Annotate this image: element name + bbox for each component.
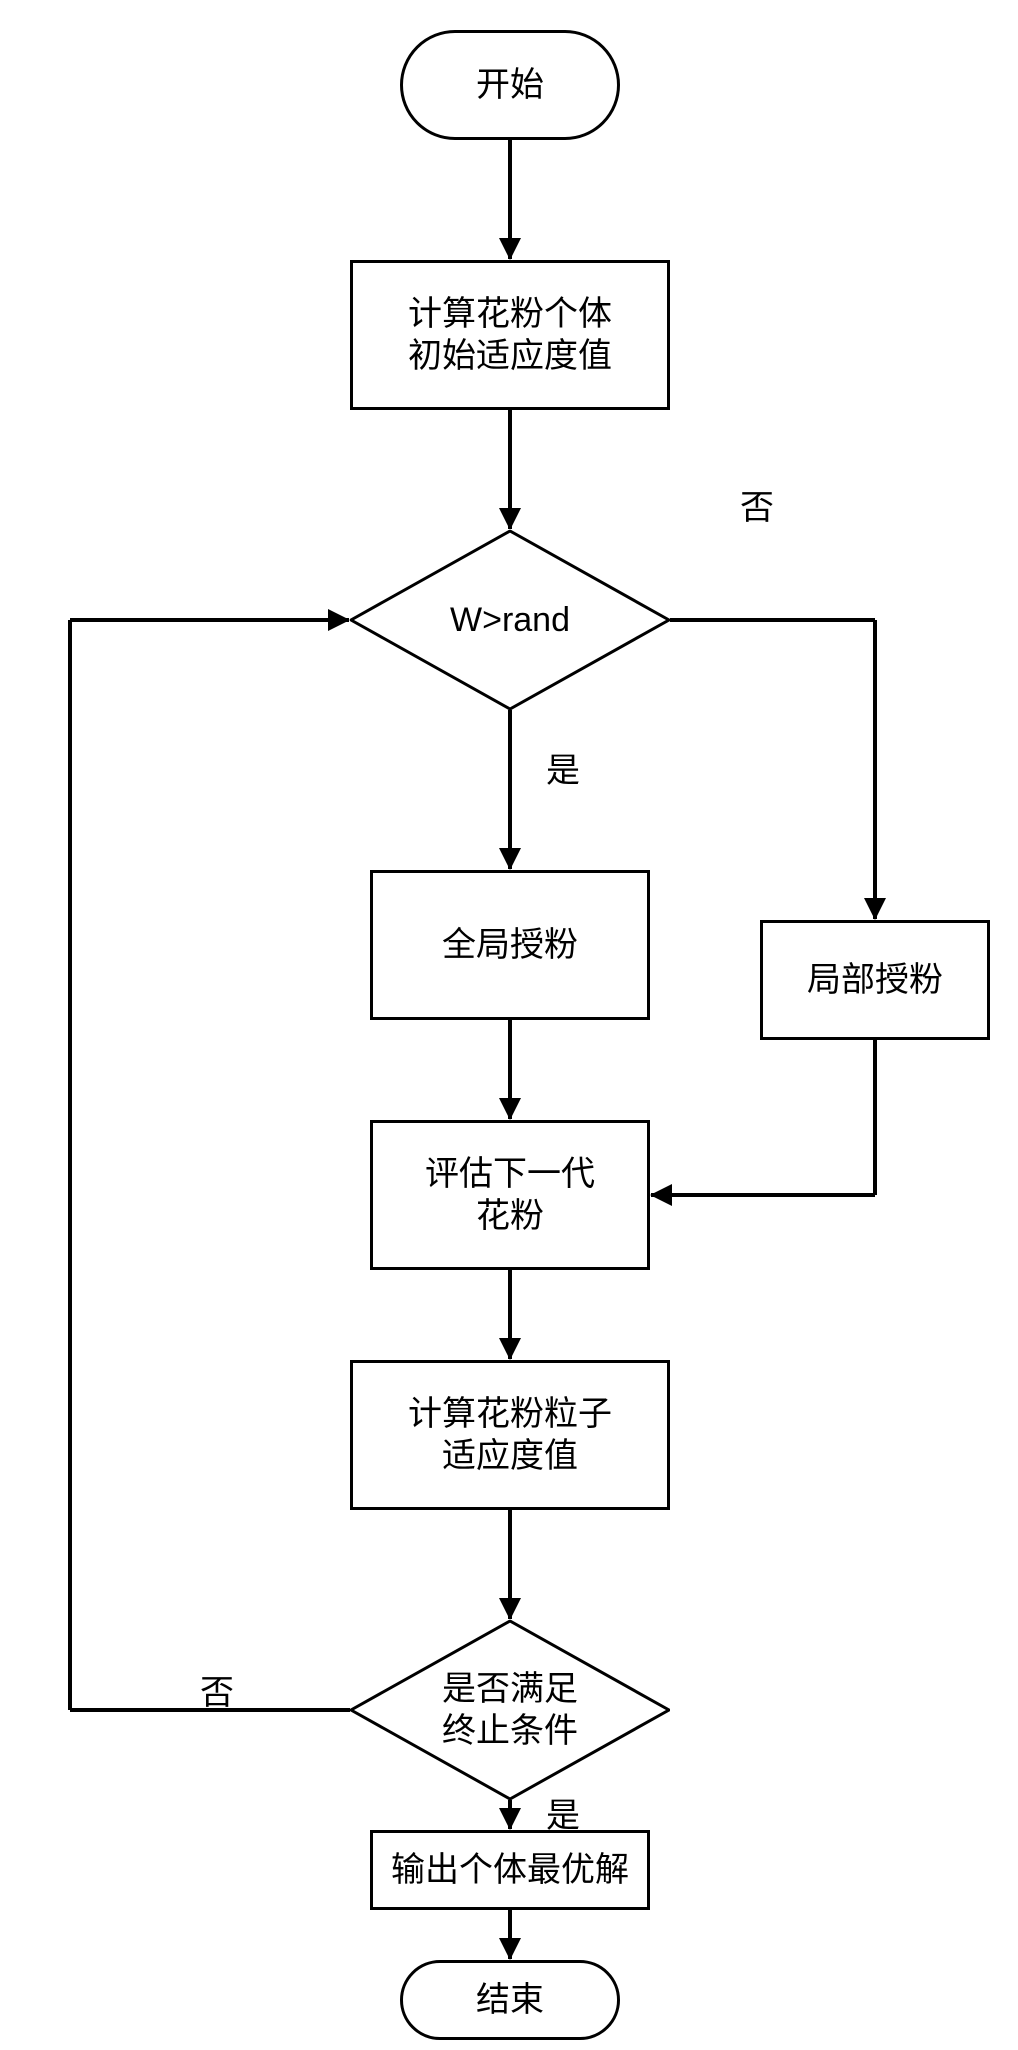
decision-label: 是否满足终止条件 bbox=[350, 1620, 670, 1800]
process-fit: 计算花粉粒子适应度值 bbox=[350, 1360, 670, 1510]
decision-label: W>rand bbox=[350, 530, 670, 710]
decision-dec1: W>rand bbox=[350, 530, 670, 710]
process-out: 输出个体最优解 bbox=[370, 1830, 650, 1910]
edge-label-no: 否 bbox=[740, 480, 774, 529]
terminal-end: 结束 bbox=[400, 1960, 620, 2040]
edge-label: 是 bbox=[546, 743, 580, 792]
edge-label-no: 否 bbox=[200, 1665, 234, 1714]
process-init: 计算花粉个体初始适应度值 bbox=[350, 260, 670, 410]
terminal-start: 开始 bbox=[400, 30, 620, 140]
process-localp: 局部授粉 bbox=[760, 920, 990, 1040]
decision-dec2: 是否满足终止条件 bbox=[350, 1620, 670, 1800]
process-eval: 评估下一代花粉 bbox=[370, 1120, 650, 1270]
process-global: 全局授粉 bbox=[370, 870, 650, 1020]
